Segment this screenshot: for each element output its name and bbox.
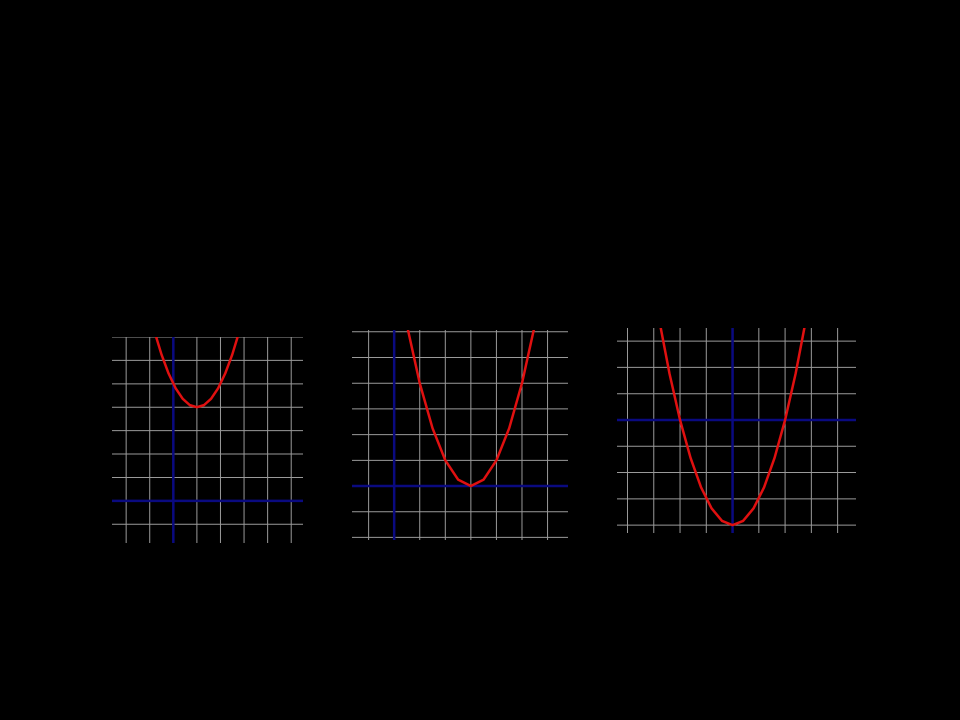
graph-panel bbox=[112, 337, 303, 543]
curve bbox=[154, 337, 239, 409]
curve bbox=[406, 330, 536, 488]
curve bbox=[659, 328, 806, 527]
plot-area bbox=[352, 330, 568, 540]
plot-area bbox=[112, 337, 303, 543]
graph-panel bbox=[617, 328, 856, 533]
plot-area bbox=[617, 328, 856, 533]
graph-panel bbox=[352, 330, 568, 540]
